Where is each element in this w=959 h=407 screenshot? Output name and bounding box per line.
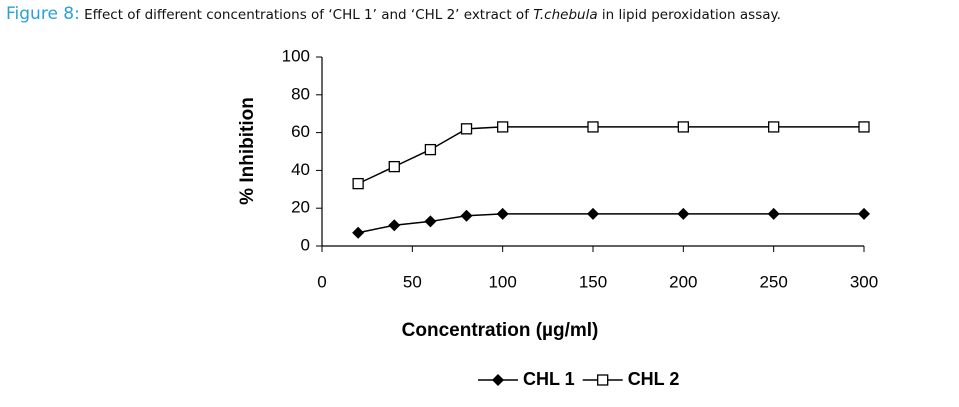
marker <box>388 219 401 232</box>
x-tick-label: 100 <box>488 272 516 291</box>
marker <box>858 207 870 220</box>
x-tick-label: 0 <box>317 272 326 291</box>
marker <box>352 177 364 190</box>
x-axis-title: Concentration (µg/ml) <box>402 320 599 341</box>
marker <box>677 121 689 133</box>
legend-label: CHL 2 <box>628 369 680 389</box>
marker <box>496 207 509 220</box>
caption-label: Figure 8: <box>6 4 80 24</box>
marker <box>768 121 780 133</box>
marker <box>587 207 599 220</box>
caption-italic: T.chebula <box>533 7 598 23</box>
x-tick-label: 250 <box>759 272 787 291</box>
marker <box>677 207 690 220</box>
marker <box>767 207 780 220</box>
y-tick-label: 20 <box>291 198 310 217</box>
legend-marker <box>492 374 504 386</box>
x-tick-label: 50 <box>403 272 422 291</box>
caption-text: Effect of different concentrations of ‘C… <box>84 7 529 23</box>
caption-end: in lipid peroxidation assay. <box>601 7 781 23</box>
marker <box>388 160 400 173</box>
marker <box>424 143 437 156</box>
x-tick-label: 300 <box>850 272 878 291</box>
y-tick-label: 100 <box>282 46 310 65</box>
x-tick-label: 200 <box>669 272 697 291</box>
marker <box>460 209 473 222</box>
y-tick-label: 60 <box>291 122 310 141</box>
caption: Figure 8: Effect of different concentrat… <box>6 4 781 24</box>
marker <box>587 121 599 133</box>
legend-label: CHL 1 <box>523 369 575 389</box>
x-tick-label: 150 <box>579 272 607 291</box>
marker <box>497 121 509 133</box>
y-tick-label: 80 <box>291 84 310 103</box>
marker <box>858 121 870 133</box>
y-tick-label: 0 <box>301 235 310 254</box>
y-tick-label: 40 <box>291 160 310 179</box>
series-line <box>357 126 864 185</box>
marker <box>424 215 437 228</box>
marker <box>352 226 365 239</box>
y-axis-title: % Inhibition <box>237 97 258 205</box>
marker <box>460 123 473 135</box>
legend-marker <box>597 374 609 386</box>
